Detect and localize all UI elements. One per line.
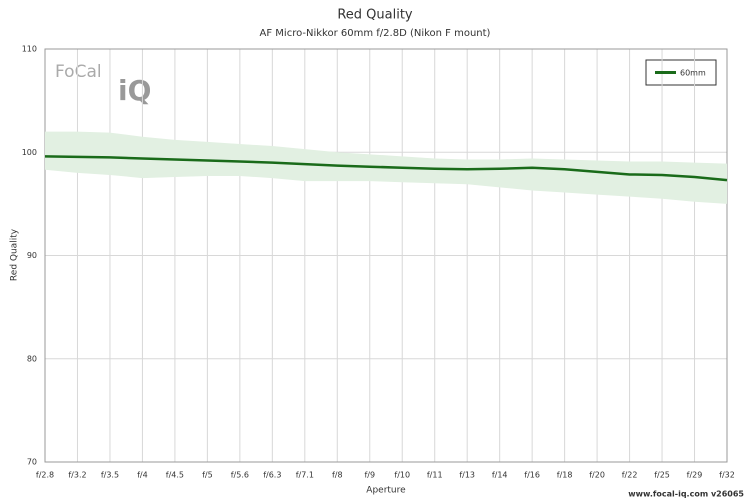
x-tick-label: f/22 bbox=[622, 471, 638, 480]
y-tick-label: 80 bbox=[27, 354, 37, 363]
chart-subtitle: AF Micro-Nikkor 60mm f/2.8D (Nikon F mou… bbox=[260, 28, 491, 39]
x-tick-label: f/18 bbox=[557, 471, 573, 480]
x-tick-label: f/4 bbox=[137, 471, 148, 480]
footer: www.focal-iq.com v26065 bbox=[628, 490, 744, 499]
y-tick-label: 110 bbox=[22, 45, 37, 54]
y-tick-label: 90 bbox=[27, 251, 37, 260]
x-tick-label: f/13 bbox=[459, 471, 475, 480]
y-tick-label: 100 bbox=[22, 148, 37, 157]
logo-text: iQ bbox=[118, 74, 151, 107]
x-tick-label: f/5 bbox=[202, 471, 213, 480]
x-tick-label: f/25 bbox=[654, 471, 670, 480]
x-tick-label: f/10 bbox=[394, 471, 410, 480]
x-tick-label: f/2.8 bbox=[36, 471, 54, 480]
x-tick-label: f/29 bbox=[687, 471, 703, 480]
legend-label: 60mm bbox=[680, 69, 706, 78]
x-tick-label: f/20 bbox=[589, 471, 605, 480]
x-tick-label: f/32 bbox=[719, 471, 735, 480]
x-tick-label: f/4.5 bbox=[166, 471, 184, 480]
x-tick-label: f/8 bbox=[332, 471, 343, 480]
x-tick-label: f/3.2 bbox=[68, 471, 86, 480]
plot-frame bbox=[44, 48, 728, 463]
x-tick-label: f/9 bbox=[364, 471, 375, 480]
x-tick-label: f/5.6 bbox=[231, 471, 249, 480]
y-tick-label: 70 bbox=[27, 458, 37, 467]
x-tick-label: f/3.5 bbox=[101, 471, 119, 480]
logo-text: FoCal bbox=[55, 62, 102, 82]
x-tick-label: f/11 bbox=[427, 471, 443, 480]
x-tick-label: f/7.1 bbox=[296, 471, 314, 480]
x-axis-label: Aperture bbox=[366, 486, 406, 496]
chart-title: Red Quality bbox=[337, 8, 413, 23]
y-axis-label: Red Quality bbox=[10, 228, 20, 281]
x-tick-label: f/14 bbox=[492, 471, 508, 480]
line bbox=[44, 155, 728, 182]
x-tick-label: f/16 bbox=[524, 471, 540, 480]
x-tick-label: f/6.3 bbox=[263, 471, 281, 480]
